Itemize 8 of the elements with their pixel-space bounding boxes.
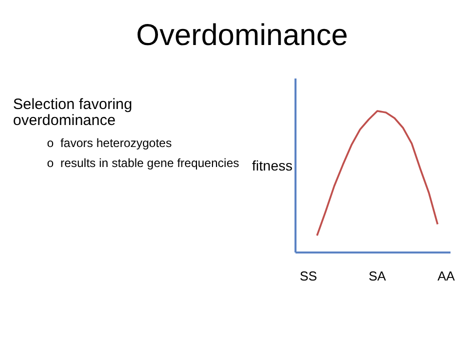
x-tick-label: SA bbox=[368, 268, 386, 284]
text: o favors heterozygotes bbox=[47, 135, 173, 152]
text: o results in stable gene frequencies bbox=[47, 155, 240, 172]
y-axis-title: fitness bbox=[252, 158, 293, 174]
chart-title: Overdominance bbox=[136, 18, 348, 54]
text: Selection favoring overdominance bbox=[13, 96, 134, 129]
x-tick-label: AA bbox=[438, 268, 456, 284]
x-tick-label: SS bbox=[300, 268, 318, 284]
